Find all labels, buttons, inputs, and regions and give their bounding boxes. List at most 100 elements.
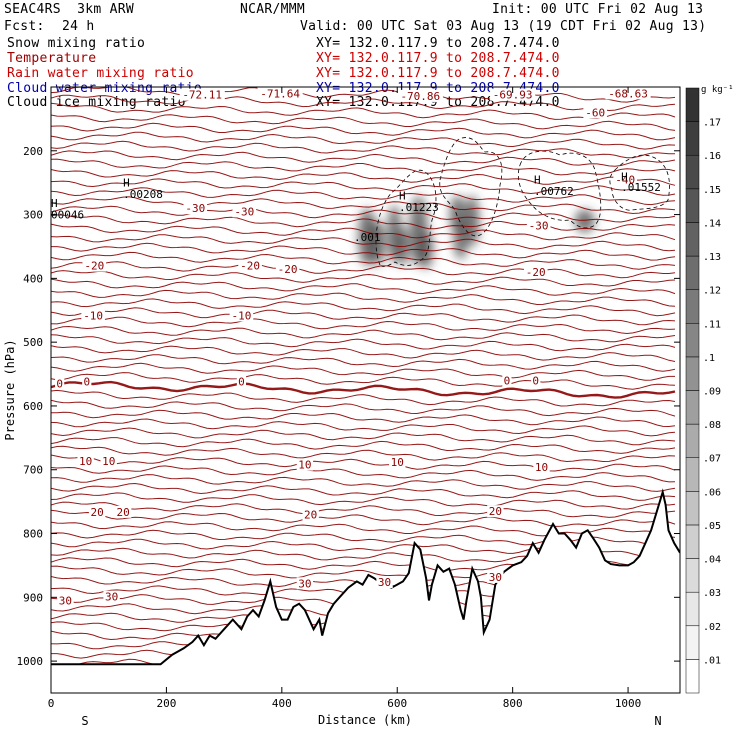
isotherm — [51, 354, 676, 372]
isotherm-label: 20 — [304, 508, 317, 521]
y-tick-label: 700 — [23, 464, 43, 477]
x-tick-label: 600 — [387, 697, 407, 710]
max-marker: H — [534, 173, 541, 186]
max-marker: H — [123, 177, 130, 190]
isotherm — [51, 131, 676, 150]
isotherm — [51, 214, 676, 231]
cloud-ice-contour — [439, 137, 503, 237]
max-marker: H — [51, 197, 58, 210]
zero-isotherm — [51, 380, 676, 399]
isotherm-label-bg — [236, 375, 247, 388]
isotherm — [51, 114, 676, 131]
isotherm — [51, 140, 676, 159]
isotherm-label-bg — [397, 89, 443, 102]
isotherm — [51, 509, 676, 527]
y-tick-label: 1000 — [17, 655, 44, 668]
isotherm — [51, 334, 676, 352]
isotherm-label: 0 — [56, 378, 63, 391]
colorbar-cell — [685, 222, 700, 257]
isotherm-label-bg — [275, 262, 300, 275]
y-tick-label: 500 — [23, 336, 43, 349]
isotherm — [51, 418, 676, 437]
terrain-fill — [51, 492, 680, 693]
isotherm-label: -30 — [529, 219, 549, 232]
isotherm — [51, 307, 676, 326]
isotherm-label-bg — [82, 375, 92, 388]
isotherm — [51, 234, 676, 252]
isotherm-label: 30 — [298, 577, 311, 590]
colorbar: .01 .02 .03 .04 .05 .06 .07 .08 .09 .1 .11 .12 .13 .1… — [685, 85, 734, 694]
x-tick-label: 1000 — [615, 697, 642, 710]
y-tick-label: 900 — [23, 591, 43, 604]
colorbar-unit: g kg⁻¹ — [701, 85, 734, 95]
isotherm-label-bg — [232, 205, 257, 218]
colorbar-tick-label: .15 — [703, 185, 721, 196]
isotherm-label: 20 — [91, 506, 104, 519]
isotherm-label: 10 — [535, 461, 548, 474]
isotherm — [51, 298, 676, 317]
center-label: NCAR/MMM — [240, 2, 306, 17]
max-value-label: .01552 — [621, 181, 661, 194]
field-temp-name: Temperature — [7, 51, 97, 66]
colorbar-cell — [685, 524, 700, 559]
fcst-label: Fcst: — [4, 19, 45, 34]
model-title: SEAC4RS 3km ARW — [4, 2, 135, 17]
isotherm-label: 10 — [298, 459, 311, 472]
colorbar-cell — [685, 558, 700, 593]
cloud-ice-contour — [609, 154, 670, 211]
colorbar-cell — [685, 491, 700, 526]
isotherm — [51, 399, 676, 417]
max-value-label: .00762 — [534, 185, 574, 198]
colorbar-tick-label: .16 — [703, 151, 721, 162]
isotherm-label-bg — [531, 374, 541, 387]
isotherm-label: 30 — [59, 595, 72, 608]
x-tick-label: 0 — [48, 697, 55, 710]
isotherm-label-bg — [523, 265, 548, 278]
colorbar-cell — [685, 457, 700, 492]
isotherm — [51, 242, 676, 261]
colorbar-cell — [685, 625, 700, 660]
y-tick-label: 200 — [23, 145, 43, 158]
isotherm — [51, 482, 676, 501]
isotherm-label-bg — [376, 576, 393, 589]
isotherm-label: -68.63 — [608, 87, 648, 100]
colorbar-tick-label: .11 — [703, 319, 721, 330]
isotherm-label-bg — [613, 173, 637, 186]
isotherm — [51, 372, 676, 390]
isotherm-label-bg — [55, 377, 65, 390]
isotherm — [51, 178, 676, 196]
isotherm — [51, 278, 676, 296]
isotherm-label: -71.64 — [260, 87, 300, 100]
isotherm-label-bg — [179, 88, 225, 101]
isotherm — [51, 169, 676, 186]
isotherm-label-bg — [81, 309, 105, 322]
isotherm-label-bg — [183, 202, 208, 215]
max-marker: H — [399, 189, 406, 202]
isotherm-label: -40 — [615, 173, 635, 186]
isotherm-label: 10 — [79, 455, 92, 468]
isotherm-label: -30 — [185, 202, 205, 215]
colorbar-cell — [685, 121, 700, 156]
isotherm-label: 0 — [238, 376, 245, 389]
isotherm-label-bg — [296, 577, 314, 590]
isotherm — [51, 150, 676, 167]
colorbar-tick-label: .09 — [703, 387, 721, 398]
isotherm-label: 30 — [378, 576, 391, 589]
field-snow-xy: XY= 132.0.117.9 to 208.7.474.0 — [316, 36, 560, 51]
isotherm — [51, 223, 676, 241]
isotherm — [51, 87, 676, 103]
cloud-ice-contour — [375, 169, 437, 267]
colorbar-tick-label: .13 — [703, 252, 721, 263]
max-value-label: 00046 — [51, 209, 84, 222]
isotherm-label-bg — [238, 259, 262, 272]
isotherm — [51, 94, 676, 112]
isotherm — [51, 521, 676, 538]
isotherm — [51, 325, 676, 343]
isotherm-label: -20 — [240, 260, 260, 273]
isotherm-label-bg — [487, 505, 504, 518]
plot-area: -72.11 -71.64 -70.86 -69.93 -68.63-60 -40 -30 -… — [51, 87, 680, 693]
field-rain-xy: XY= 132.0.117.9 to 208.7.474.0 — [316, 66, 560, 81]
isotherm-label-bg — [88, 505, 106, 518]
max-value-label: .01223 — [399, 201, 439, 214]
